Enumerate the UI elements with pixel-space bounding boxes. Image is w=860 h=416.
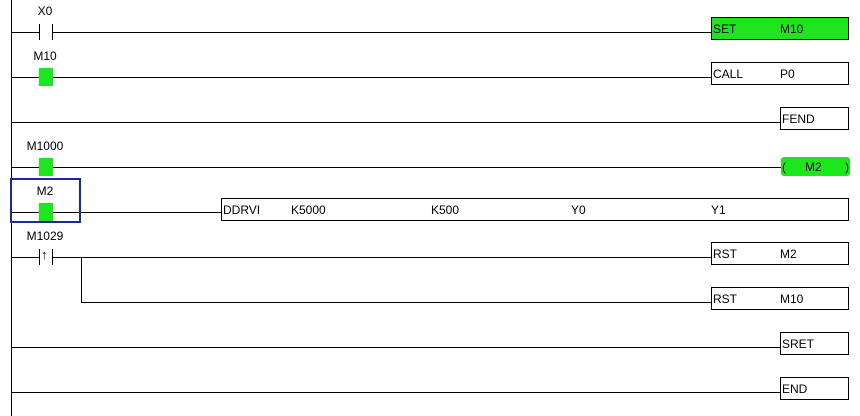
coil-open-paren: (	[782, 160, 786, 174]
instruction-op: CALL	[713, 67, 744, 81]
instruction-set[interactable]: SET M10	[711, 17, 849, 40]
branch-line	[81, 257, 82, 303]
instruction-ddrvi[interactable]: DDRVI K5000 K500 Y0 Y1	[221, 198, 849, 221]
rising-arrow-icon: ↑	[41, 247, 48, 262]
coil-label: M2	[805, 160, 822, 174]
instruction-op: RST	[713, 247, 737, 261]
output-coil[interactable]: ( M2 )	[781, 157, 850, 176]
instruction-op: SET	[713, 22, 737, 36]
contact-label: M2	[36, 184, 54, 198]
contact-label: M1000	[26, 139, 64, 153]
contact-label: X0	[37, 4, 53, 18]
instruction-op: FEND	[782, 112, 815, 126]
contact-active-icon[interactable]	[39, 68, 53, 86]
instruction-arg: P0	[780, 67, 795, 81]
instruction-sret[interactable]: SRET	[780, 332, 849, 355]
contact-rising-edge-icon	[52, 249, 53, 265]
instruction-op: END	[782, 382, 808, 396]
contact-active-icon[interactable]	[39, 203, 53, 221]
contact-active-icon[interactable]	[39, 158, 53, 176]
instruction-op: RST	[713, 292, 737, 306]
instruction-op: DDRVI	[223, 203, 261, 217]
contact-label: M1029	[26, 229, 64, 243]
selection-cursor	[10, 178, 81, 223]
instruction-fend[interactable]: FEND	[780, 107, 849, 130]
instruction-arg: M10	[780, 22, 804, 36]
instruction-arg: K500	[431, 203, 460, 217]
instruction-arg: M10	[780, 292, 804, 306]
instruction-call[interactable]: CALL P0	[711, 62, 849, 85]
instruction-op: SRET	[782, 337, 815, 351]
instruction-arg: Y1	[711, 203, 726, 217]
instruction-arg: K5000	[291, 203, 326, 217]
instruction-arg: Y0	[571, 203, 586, 217]
contact-label: M10	[33, 49, 57, 63]
instruction-arg: M2	[780, 247, 797, 261]
contact-no-icon	[52, 24, 53, 40]
instruction-rst[interactable]: RST M2	[711, 242, 849, 265]
coil-close-paren: )	[845, 160, 849, 174]
contact-no-icon[interactable]	[39, 24, 40, 40]
instruction-rst[interactable]: RST M10	[711, 287, 849, 310]
instruction-end[interactable]: END	[780, 377, 849, 400]
contact-rising-edge-icon[interactable]	[39, 249, 40, 265]
